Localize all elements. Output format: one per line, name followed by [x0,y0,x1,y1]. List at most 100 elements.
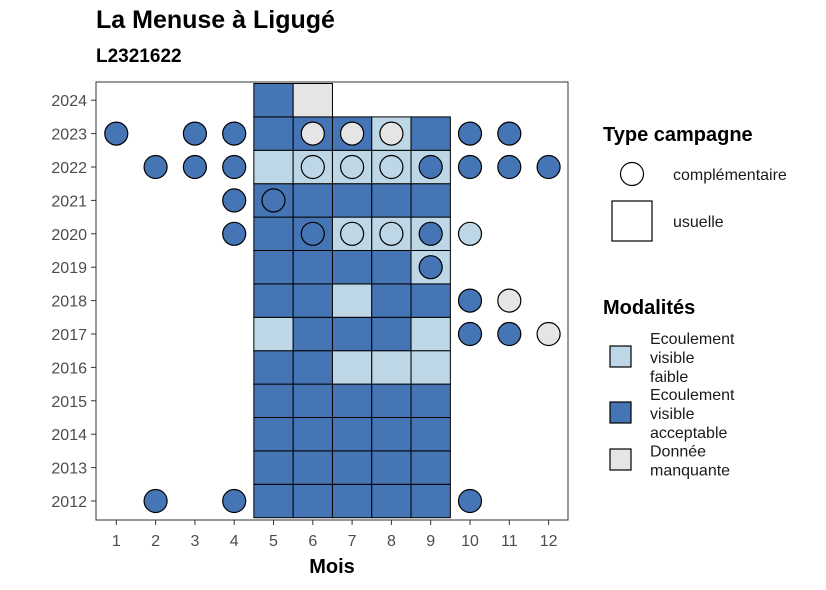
tile-2015-7 [331,383,373,419]
point-2023-7 [340,121,365,146]
point-2012-10 [457,488,483,514]
point-2018-11 [497,288,522,313]
x-axis-title: Mois [309,556,355,578]
tile-2021-6 [292,183,333,218]
point-2022-7 [340,154,365,180]
tile-2017-6 [292,316,333,352]
point-2023-4 [222,121,247,146]
y-tick-label: 2024 [51,93,87,110]
y-tick-label: 2019 [51,260,87,277]
tile-2019-8 [371,250,412,285]
tile-2012-7 [331,483,373,519]
tile-2018-6 [292,283,333,318]
y-tick-label: 2021 [51,193,87,210]
point-2022-6 [300,154,325,180]
tile-2015-5 [253,383,294,419]
y-tick-label: 2023 [51,127,87,144]
x-tick-label: 2 [151,533,160,550]
tile-2012-6 [292,483,333,519]
tile-2019-7 [331,250,373,285]
tile-2020-5 [253,216,294,252]
point-2012-2 [143,488,168,514]
point-2017-12 [536,321,561,347]
y-tick-label: 2018 [51,294,87,311]
legend-manquante-label: Donnée manquante [650,444,730,480]
tile-2016-9 [410,350,451,385]
point-2022-3 [182,154,207,180]
legend: Type campagne complémentaire usuelle Modali… [603,124,787,480]
x-tick-label: 5 [269,533,278,550]
tile-2016-6 [292,350,333,385]
tile-2018-8 [371,283,412,318]
tile-2015-8 [371,383,412,419]
tile-2018-5 [253,283,294,318]
tile-2023-9 [410,116,451,151]
point-2021-5 [261,188,286,213]
y-tick-label: 2012 [51,494,87,511]
legend-complementaire-key [619,161,645,187]
tile-2017-9 [410,316,451,352]
legend-manquante-key [609,448,632,471]
point-2022-10 [457,154,483,180]
point-2022-4 [222,154,247,180]
x-tick-label: 9 [426,533,435,550]
tile-2024-5 [253,83,294,118]
tile-2013-8 [371,450,412,485]
tile-2013-7 [331,450,373,485]
point-2022-11 [497,154,522,180]
x-tick-label: 10 [461,533,479,550]
tile-2017-8 [371,316,412,352]
tile-2021-9 [410,183,451,218]
tile-2012-8 [371,483,412,519]
point-2021-4 [222,188,247,213]
legend-faible-label: Ecoulement visible faible [650,331,735,386]
point-2020-9 [418,221,443,246]
point-2022-9 [418,154,443,180]
point-2023-10 [457,121,483,146]
chart-subtitle: L2321622 [96,46,182,67]
tile-2017-7 [331,316,373,352]
tile-2013-5 [253,450,294,485]
usuelle-tiles [253,83,451,519]
point-2023-6 [300,121,325,146]
y-tick-label: 2017 [51,327,87,344]
x-tick-label: 1 [112,533,121,550]
legend-faible-key [609,345,632,368]
tile-2014-9 [410,417,451,452]
x-tick-label: 12 [540,533,558,550]
y-tick-label: 2013 [51,461,87,478]
point-2020-8 [379,221,404,246]
tile-2012-5 [253,483,294,519]
y-tick-label: 2022 [51,160,87,177]
chart-title: La Menuse à Ligugé [96,6,335,34]
legend-usuelle-key [611,200,653,242]
point-2023-8 [379,121,404,146]
x-tick-label: 3 [190,533,199,550]
tile-2016-7 [331,350,373,385]
point-2022-2 [143,154,168,180]
legend-complementaire-label: complémentaire [673,167,787,184]
y-axis: 2012 2013 2014 2015 2016 2017 2018 2019 2020 2021… [51,93,96,511]
tile-2023-5 [253,116,294,151]
point-2023-11 [497,121,522,146]
complementaire-points [104,121,561,514]
point-2023-3 [182,121,207,146]
y-tick-label: 2014 [51,427,87,444]
tile-2012-9 [410,483,451,519]
point-2017-10 [457,321,483,347]
tile-2016-8 [371,350,412,385]
point-2018-10 [457,288,483,313]
x-axis: 1 2 3 4 5 6 7 8 9 10 11 12 [112,520,558,550]
tile-2024-6 [292,83,333,118]
x-tick-label: 8 [387,533,396,550]
point-2020-6 [300,221,325,246]
tile-2022-5 [253,149,294,185]
point-2020-4 [222,221,247,246]
tile-2018-7 [331,283,373,318]
tile-2016-5 [253,350,294,385]
legend-usuelle-label: usuelle [673,214,724,231]
y-tick-label: 2015 [51,394,87,411]
tile-2015-6 [292,383,333,419]
legend-type-title: Type campagne [603,124,753,146]
tile-2014-8 [371,417,412,452]
